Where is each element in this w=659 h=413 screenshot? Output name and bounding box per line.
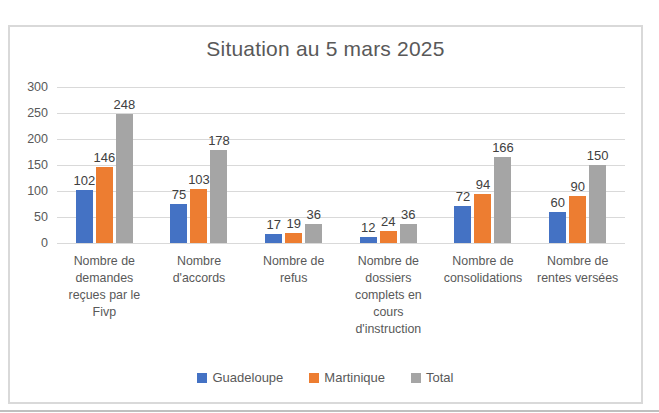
- x-axis-category: Nombre de refus: [246, 253, 341, 338]
- y-axis-tick-label: 0: [10, 235, 48, 251]
- y-axis-tick-label: 100: [10, 183, 48, 199]
- bar-total: 36: [305, 224, 322, 243]
- plot-area: 1021462487510317817193612243672941666090…: [57, 87, 625, 243]
- bar-total: 248: [116, 114, 133, 243]
- chart-title: Situation au 5 mars 2025: [10, 37, 641, 61]
- bar-total: 36: [400, 224, 417, 243]
- legend: Guadeloupe Martinique Total: [10, 370, 641, 385]
- legend-label: Guadeloupe: [212, 370, 283, 385]
- y-axis-tick-label: 200: [10, 131, 48, 147]
- data-label: 24: [381, 214, 395, 229]
- window-bottom-edge: [0, 410, 659, 412]
- data-label: 103: [188, 172, 210, 187]
- x-axis-category-label: Nombre de rentes versées: [533, 253, 623, 338]
- x-axis-category-label: Nombre de refus: [249, 253, 339, 338]
- data-label: 178: [208, 133, 230, 148]
- bar-group: 171936: [246, 87, 341, 243]
- bar-guadeloupe: 12: [360, 237, 377, 243]
- bar-guadeloupe: 102: [76, 190, 93, 243]
- legend-item-martinique: Martinique: [309, 370, 385, 385]
- data-label: 150: [587, 148, 609, 163]
- bar-group: 6090150: [530, 87, 625, 243]
- data-label: 75: [172, 187, 186, 202]
- y-axis-tick-label: 50: [10, 209, 48, 225]
- data-label: 60: [550, 195, 564, 210]
- y-axis: 050100150200250300: [10, 87, 48, 243]
- bar-group: 102146248: [57, 87, 152, 243]
- bar-martinique: 19: [285, 233, 302, 243]
- bar-total: 150: [589, 165, 606, 243]
- legend-swatch: [197, 373, 207, 383]
- legend-label: Martinique: [324, 370, 385, 385]
- data-label: 248: [113, 97, 135, 112]
- data-label: 17: [266, 217, 280, 232]
- data-label: 36: [306, 207, 320, 222]
- data-label: 94: [476, 177, 490, 192]
- data-label: 146: [93, 150, 115, 165]
- bar-group: 122436: [341, 87, 436, 243]
- bar-martinique: 146: [96, 167, 113, 243]
- bar-guadeloupe: 72: [454, 206, 471, 243]
- data-label: 166: [492, 140, 514, 155]
- x-axis-category: Nombre de dossiers complets en cours d'i…: [341, 253, 436, 338]
- screenshot-root: Situation au 5 mars 2025 0 50 100 150 200 250…: [0, 0, 659, 413]
- data-label: 12: [361, 220, 375, 235]
- bar-guadeloupe: 60: [549, 212, 566, 243]
- legend-swatch: [309, 373, 319, 383]
- bar-guadeloupe: 75: [170, 204, 187, 243]
- data-label: 36: [401, 207, 415, 222]
- y-axis-tick-label: 300: [10, 79, 48, 95]
- data-label: 90: [570, 179, 584, 194]
- x-axis-category-label: Nombre de demandes reçues par le Fivp: [59, 253, 149, 338]
- legend-item-guadeloupe: Guadeloupe: [197, 370, 283, 385]
- legend-item-total: Total: [411, 370, 453, 385]
- y-axis-tick-label: 250: [10, 105, 48, 121]
- x-axis-category: Nombre d'accords: [152, 253, 247, 338]
- bar-group: 7294166: [436, 87, 531, 243]
- x-axis-category: Nombre de demandes reçues par le Fivp: [57, 253, 152, 338]
- bar-martinique: 90: [569, 196, 586, 243]
- x-axis-category-label: Nombre de consolidations: [438, 253, 528, 338]
- bar-guadeloupe: 17: [265, 234, 282, 243]
- y-axis-tick-label: 150: [10, 157, 48, 173]
- bar-martinique: 24: [380, 231, 397, 243]
- bar-total: 178: [210, 150, 227, 243]
- data-label: 72: [456, 189, 470, 204]
- data-label: 19: [286, 216, 300, 231]
- x-axis-category: Nombre de rentes versées: [530, 253, 625, 338]
- x-axis-category-label: Nombre d'accords: [154, 253, 244, 338]
- x-axis-category-label: Nombre de dossiers complets en cours d'i…: [343, 253, 433, 338]
- bar-martinique: 94: [474, 194, 491, 243]
- bar-total: 166: [494, 157, 511, 243]
- data-label: 102: [73, 173, 95, 188]
- x-axis: Nombre de demandes reçues par le FivpNom…: [57, 253, 625, 338]
- legend-label: Total: [426, 370, 453, 385]
- x-axis-category: Nombre de consolidations: [436, 253, 531, 338]
- chart: Situation au 5 mars 2025 0 50 100 150 200 250…: [8, 25, 643, 404]
- bar-group: 75103178: [152, 87, 247, 243]
- bar-martinique: 103: [190, 189, 207, 243]
- legend-swatch: [411, 373, 421, 383]
